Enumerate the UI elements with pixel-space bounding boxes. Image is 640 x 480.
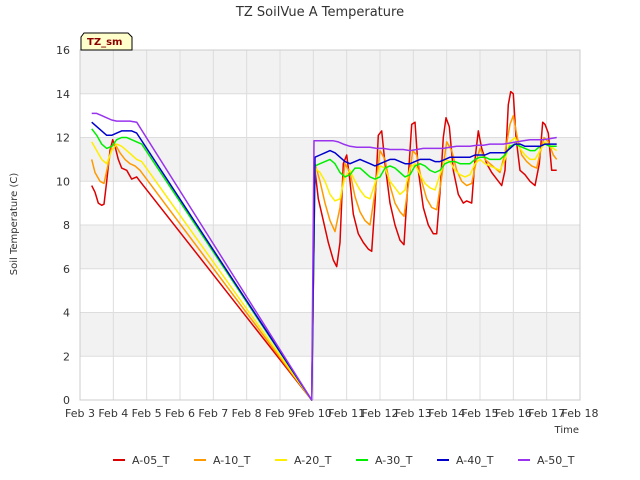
y-tick-label: 10 [56, 175, 70, 188]
y-axis-label: Soil Temperature (C) [9, 173, 20, 276]
y-tick-label: 2 [63, 350, 70, 363]
x-tick-label: Feb 13 [395, 407, 432, 420]
legend-label: A-50_T [537, 454, 575, 467]
series-line-A-10_T [90, 114, 558, 401]
y-tick-labels: 0 2 4 6 8 10 12 14 16 [56, 44, 70, 407]
legend-label: A-40_T [456, 454, 494, 467]
legend-label: A-10_T [213, 454, 251, 467]
x-tick-label: Feb 5 [132, 407, 162, 420]
x-tick-label: Feb 8 [232, 407, 262, 420]
x-tick-label: Feb 6 [165, 407, 195, 420]
x-tick-label: Feb 9 [265, 407, 295, 420]
plot-bands [80, 50, 580, 357]
y-tick-label: 6 [63, 263, 70, 276]
series-line-A-20_T [91, 136, 558, 401]
x-tick-label: Feb 12 [362, 407, 399, 420]
y-tick-label: 14 [56, 88, 70, 101]
x-tick-label: Feb 7 [198, 407, 228, 420]
x-tick-label: Feb 15 [462, 407, 499, 420]
x-axis-label: Time [554, 425, 579, 436]
legend-label: A-30_T [375, 454, 413, 467]
series-line-A-50_T [91, 112, 557, 401]
series-line-A-40_T [91, 121, 557, 401]
series-lines [90, 90, 558, 401]
legend-label: A-20_T [294, 454, 332, 467]
y-tick-label: 0 [63, 394, 70, 407]
badge: TZ_sm [80, 32, 133, 51]
x-tick-label: Feb 11 [328, 407, 365, 420]
x-tick-label: Feb 10 [295, 407, 332, 420]
x-tick-label: Feb 16 [495, 407, 532, 420]
badge-box [80, 32, 133, 51]
plot-frame [79, 49, 581, 401]
plot-band [80, 312, 580, 357]
x-tick-label: Feb 4 [98, 407, 128, 420]
x-tick-label: Feb 3 [65, 407, 95, 420]
badge-label: TZ_sm [87, 37, 122, 48]
series-line-A-30_T [91, 128, 557, 401]
grid-lines [79, 49, 581, 401]
x-tick-label: Feb 14 [428, 407, 465, 420]
legend-label: A-05_T [132, 454, 170, 467]
y-tick-label: 16 [56, 44, 70, 57]
y-tick-label: 12 [56, 132, 70, 145]
y-tick-label: 4 [63, 307, 70, 320]
x-tick-label: Feb 18 [562, 407, 599, 420]
series-line-A-05_T [91, 90, 557, 401]
x-tick-label: Feb 17 [528, 407, 565, 420]
y-tick-label: 8 [63, 219, 70, 232]
legend: A-05_T A-10_T A-20_T A-30_T A-40_T A-50_T [113, 454, 575, 467]
x-tick-labels: Feb 3 Feb 4 Feb 5 Feb 6 Feb 7 Feb 8 Feb 9 Feb 1… [65, 407, 598, 420]
plot-band [80, 50, 580, 94]
chart-title: TZ SoilVue A Temperature [235, 5, 404, 20]
